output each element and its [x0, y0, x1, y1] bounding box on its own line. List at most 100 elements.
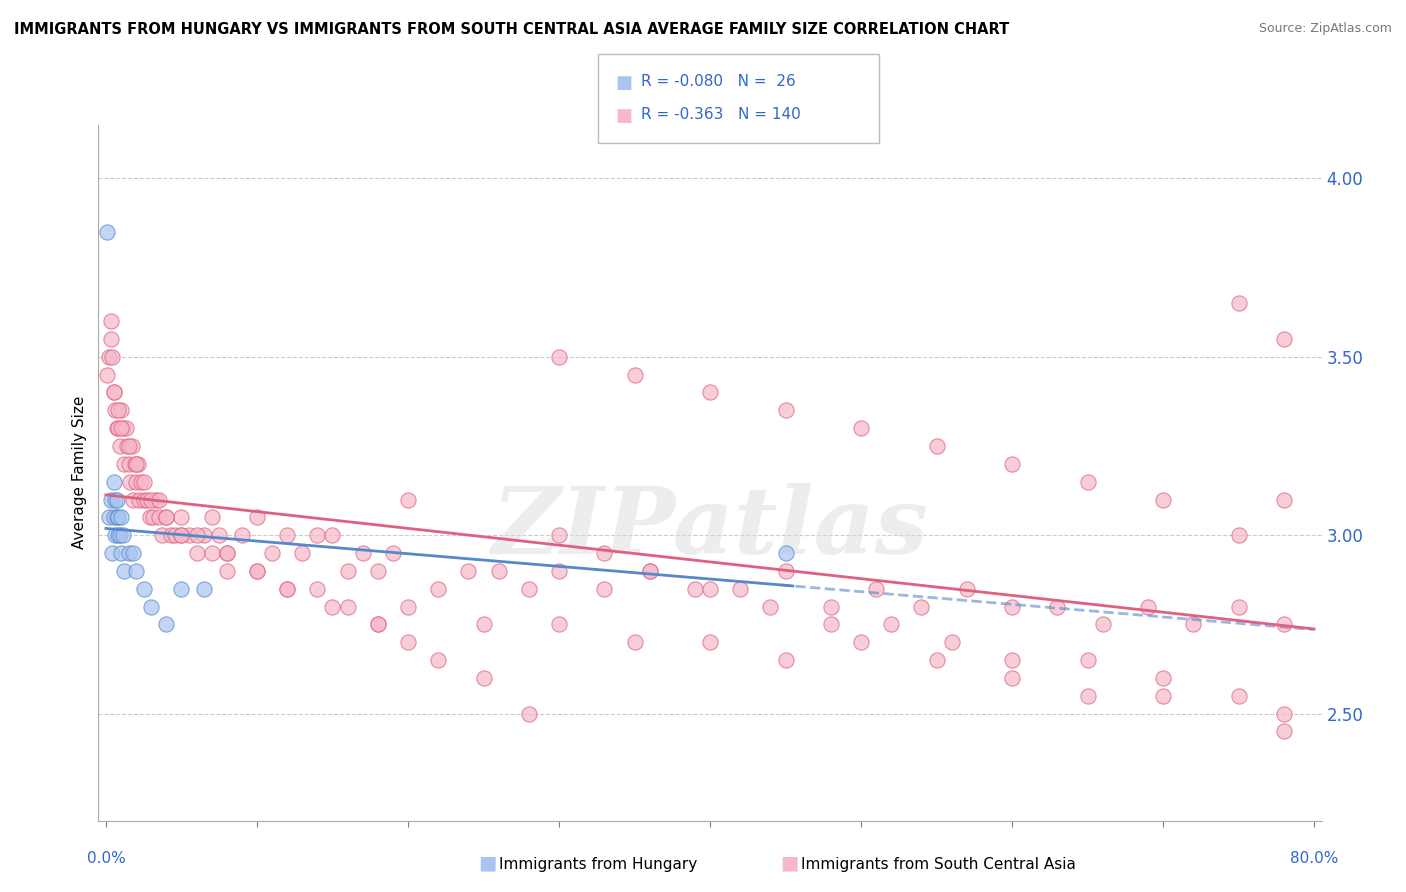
Point [125, 564, 148, 578]
Point [121, 439, 143, 453]
Point [276, 528, 298, 542]
Point [103, 510, 125, 524]
Point [96, 368, 118, 382]
Point [160, 528, 183, 542]
Point [396, 492, 419, 507]
Point [1001, 457, 1024, 471]
Point [128, 492, 150, 507]
Point [367, 617, 389, 632]
Point [759, 599, 782, 614]
Point [215, 546, 238, 560]
Point [638, 564, 661, 578]
Point [307, 528, 329, 542]
Point [623, 635, 645, 649]
Point [427, 653, 450, 667]
Point [925, 653, 948, 667]
Point [104, 403, 127, 417]
Point [108, 528, 131, 542]
Text: Source: ZipAtlas.com: Source: ZipAtlas.com [1258, 22, 1392, 36]
Point [186, 546, 208, 560]
Point [107, 510, 129, 524]
Point [101, 350, 124, 364]
Point [1001, 653, 1024, 667]
Point [96, 225, 118, 239]
Point [100, 332, 122, 346]
Point [1152, 689, 1174, 703]
Point [623, 368, 645, 382]
Point [155, 510, 177, 524]
Point [186, 528, 208, 542]
Point [193, 528, 215, 542]
Point [910, 599, 932, 614]
Text: ■: ■ [780, 854, 799, 872]
Point [517, 582, 540, 596]
Point [488, 564, 510, 578]
Point [98, 350, 121, 364]
Point [100, 314, 122, 328]
Point [849, 421, 872, 435]
Point [1272, 617, 1295, 632]
Point [472, 617, 495, 632]
Point [122, 546, 145, 560]
Point [150, 528, 173, 542]
Point [593, 582, 616, 596]
Point [276, 582, 298, 596]
Point [165, 528, 187, 542]
Point [472, 671, 495, 685]
Point [132, 492, 155, 507]
Text: 0.0%: 0.0% [87, 851, 125, 866]
Point [1272, 492, 1295, 507]
Text: ■: ■ [478, 854, 496, 872]
Text: IMMIGRANTS FROM HUNGARY VS IMMIGRANTS FROM SOUTH CENTRAL ASIA AVERAGE FAMILY SIZ: IMMIGRANTS FROM HUNGARY VS IMMIGRANTS FR… [14, 22, 1010, 37]
Text: Immigrants from South Central Asia: Immigrants from South Central Asia [801, 857, 1077, 872]
Point [148, 510, 170, 524]
Point [1152, 492, 1174, 507]
Point [1227, 599, 1250, 614]
Point [170, 528, 193, 542]
Point [110, 421, 132, 435]
Point [775, 546, 797, 560]
Point [262, 546, 284, 560]
Point [111, 528, 134, 542]
Point [98, 510, 121, 524]
Point [352, 546, 374, 560]
Point [105, 421, 128, 435]
Point [111, 421, 134, 435]
Point [155, 510, 177, 524]
Point [246, 564, 269, 578]
Point [699, 635, 721, 649]
Point [246, 510, 269, 524]
Point [170, 510, 193, 524]
Text: R = -0.363   N = 140: R = -0.363 N = 140 [641, 107, 801, 122]
Point [775, 403, 797, 417]
Point [201, 510, 224, 524]
Point [865, 582, 887, 596]
Text: ZIPatlas: ZIPatlas [492, 483, 928, 574]
Point [110, 546, 132, 560]
Point [108, 439, 131, 453]
Point [593, 546, 616, 560]
Point [114, 421, 136, 435]
Point [1272, 706, 1295, 721]
Text: Immigrants from Hungary: Immigrants from Hungary [499, 857, 697, 872]
Point [1091, 617, 1114, 632]
Point [193, 582, 215, 596]
Point [925, 439, 948, 453]
Point [1001, 599, 1024, 614]
Point [291, 546, 314, 560]
Point [321, 528, 343, 542]
Point [1152, 671, 1174, 685]
Point [1136, 599, 1159, 614]
Point [100, 492, 122, 507]
Point [638, 564, 661, 578]
Point [139, 510, 162, 524]
Point [208, 528, 231, 542]
Point [683, 582, 706, 596]
Point [548, 350, 571, 364]
Point [103, 385, 125, 400]
Point [699, 385, 721, 400]
Point [120, 475, 142, 489]
Point [107, 421, 129, 435]
Text: R = -0.080   N =  26: R = -0.080 N = 26 [641, 74, 796, 89]
Text: ■: ■ [616, 74, 633, 92]
